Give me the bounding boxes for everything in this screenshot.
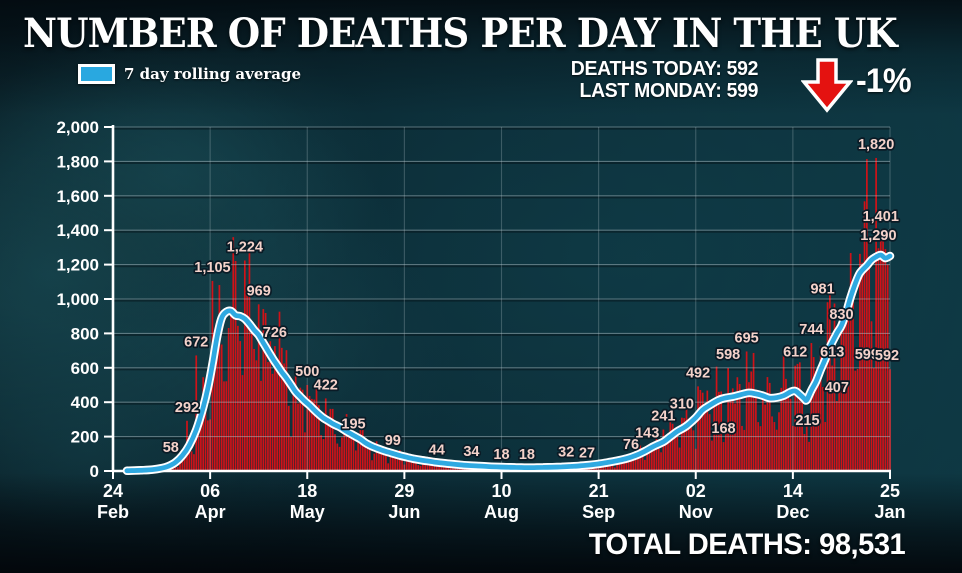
svg-text:492: 492: [686, 365, 710, 381]
svg-text:May: May: [290, 502, 325, 522]
svg-text:18: 18: [519, 447, 535, 463]
svg-text:Feb: Feb: [97, 502, 129, 522]
svg-text:672: 672: [184, 334, 208, 350]
svg-text:1,290: 1,290: [860, 228, 896, 244]
svg-text:612: 612: [783, 345, 807, 361]
svg-text:14: 14: [783, 481, 803, 501]
svg-text:726: 726: [263, 325, 287, 341]
svg-text:29: 29: [394, 481, 414, 501]
svg-text:1,401: 1,401: [863, 209, 899, 225]
svg-text:830: 830: [829, 307, 853, 323]
svg-text:600: 600: [71, 359, 99, 378]
svg-text:422: 422: [314, 377, 338, 393]
svg-text:1,800: 1,800: [56, 152, 99, 171]
total-deaths: TOTAL DEATHS: 98,531: [588, 528, 906, 562]
svg-text:598: 598: [716, 347, 740, 363]
svg-text:310: 310: [670, 397, 694, 413]
svg-text:Dec: Dec: [776, 502, 809, 522]
legend-swatch-icon: [78, 64, 115, 84]
svg-text:599: 599: [855, 347, 879, 363]
svg-text:18: 18: [297, 481, 317, 501]
total-deaths-label: TOTAL DEATHS:: [588, 528, 812, 561]
svg-text:34: 34: [463, 444, 479, 460]
svg-text:10: 10: [491, 481, 511, 501]
deaths-today-label: DEATHS TODAY:: [570, 58, 722, 80]
trend-down-arrow-icon: [801, 58, 853, 113]
svg-text:99: 99: [385, 433, 401, 449]
svg-text:02: 02: [686, 481, 706, 501]
legend-label: 7 day rolling average: [124, 65, 302, 83]
svg-text:Aug: Aug: [484, 502, 519, 522]
svg-text:18: 18: [493, 447, 509, 463]
svg-text:Apr: Apr: [195, 502, 226, 522]
svg-text:24: 24: [103, 481, 123, 501]
svg-text:168: 168: [711, 421, 735, 437]
svg-text:1,105: 1,105: [194, 260, 230, 276]
deaths-today-row: DEATHS TODAY: 592: [570, 58, 759, 81]
svg-text:407: 407: [825, 380, 849, 396]
svg-text:76: 76: [623, 437, 639, 453]
svg-text:195: 195: [341, 416, 365, 432]
svg-text:06: 06: [200, 481, 220, 501]
svg-text:0: 0: [90, 462, 99, 481]
stats-block: DEATHS TODAY: 592 LAST MONDAY: 599: [570, 58, 759, 103]
svg-text:44: 44: [429, 442, 445, 458]
svg-text:695: 695: [735, 330, 759, 346]
svg-text:32: 32: [558, 444, 574, 460]
last-monday-label: LAST MONDAY:: [579, 79, 722, 102]
percent-change: -1%: [856, 62, 912, 100]
svg-text:Jan: Jan: [874, 502, 905, 522]
svg-text:800: 800: [71, 324, 99, 343]
svg-text:500: 500: [295, 364, 319, 380]
svg-text:969: 969: [247, 283, 271, 299]
svg-text:Nov: Nov: [679, 502, 713, 522]
svg-text:613: 613: [820, 345, 844, 361]
svg-text:200: 200: [71, 428, 99, 447]
svg-text:21: 21: [589, 481, 609, 501]
svg-text:1,000: 1,000: [56, 290, 99, 309]
svg-text:25: 25: [880, 481, 900, 501]
deaths-today-value: 592: [726, 58, 758, 80]
svg-text:Jun: Jun: [388, 502, 420, 522]
last-monday-value: 599: [726, 79, 758, 102]
chart-title: NUMBER OF DEATHS PER DAY IN THE UK: [23, 10, 898, 57]
svg-text:143: 143: [635, 425, 659, 441]
svg-text:292: 292: [175, 400, 199, 416]
legend: 7 day rolling average: [78, 64, 301, 84]
svg-text:215: 215: [795, 413, 819, 429]
svg-text:Sep: Sep: [582, 502, 615, 522]
svg-text:592: 592: [875, 348, 899, 364]
svg-text:744: 744: [799, 322, 823, 338]
svg-text:1,400: 1,400: [56, 221, 99, 240]
svg-text:27: 27: [579, 445, 595, 461]
svg-text:400: 400: [71, 393, 99, 412]
svg-text:1,224: 1,224: [227, 239, 263, 255]
svg-text:58: 58: [163, 440, 179, 456]
total-deaths-value: 98,531: [818, 528, 906, 561]
svg-text:981: 981: [810, 281, 834, 297]
svg-text:2,000: 2,000: [56, 118, 99, 137]
svg-text:241: 241: [651, 409, 675, 425]
svg-text:1,200: 1,200: [56, 256, 99, 275]
svg-text:1,820: 1,820: [858, 137, 894, 153]
last-monday-row: LAST MONDAY: 599: [571, 79, 758, 103]
svg-text:1,600: 1,600: [56, 187, 99, 206]
